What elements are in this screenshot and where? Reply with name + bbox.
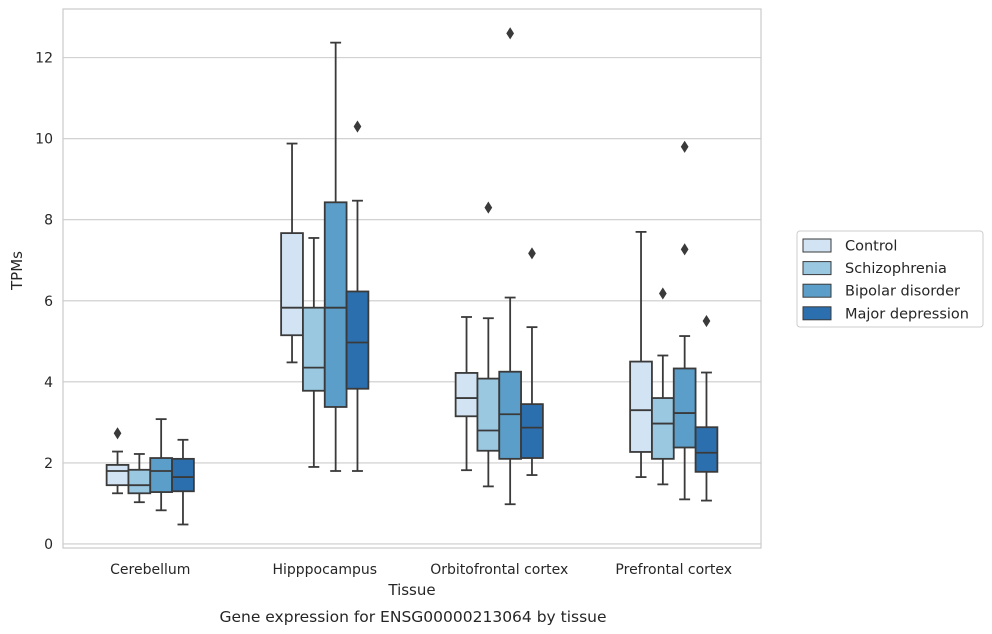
legend-swatch — [802, 283, 832, 298]
box-major-depression — [520, 247, 544, 476]
outlier-point — [113, 427, 122, 440]
box-schizophrenia — [476, 201, 501, 488]
box-iqr — [672, 367, 697, 449]
box-iqr — [171, 457, 195, 493]
x-tick-label: Hipppocampus — [272, 562, 377, 578]
box-bipolar-disorder — [672, 140, 697, 501]
y-tick-label: 12 — [35, 51, 53, 67]
figure-caption: Gene expression for ENSG00000213064 by t… — [219, 608, 606, 626]
box-schizophrenia — [127, 453, 152, 504]
x-tick-label: Orbitofrontal cortex — [430, 562, 568, 578]
box-major-depression — [694, 314, 719, 502]
y-tick-label: 8 — [44, 213, 53, 229]
box-bipolar-disorder — [323, 41, 348, 472]
legend-label: Control — [845, 239, 897, 255]
box-iqr — [651, 397, 675, 460]
box-iqr — [149, 457, 173, 493]
y-tick-labels: 0 2 4 6 8 10 12 — [35, 51, 53, 553]
box-control — [454, 316, 479, 472]
box-major-depression — [345, 120, 370, 472]
y-tick-label: 2 — [44, 456, 53, 472]
plot-frame — [62, 8, 762, 549]
legend-label: Major depression — [845, 306, 969, 322]
box-iqr — [323, 201, 348, 408]
y-tick-label: 4 — [44, 375, 53, 391]
box-iqr — [105, 464, 130, 487]
boxes — [105, 27, 719, 526]
outlier-point — [702, 314, 711, 328]
box-iqr — [629, 360, 653, 453]
legend-swatch — [802, 261, 832, 276]
box-iqr — [302, 306, 326, 392]
box-iqr — [280, 232, 304, 337]
box-iqr — [345, 290, 370, 390]
box-schizophrenia — [651, 287, 675, 486]
box-control — [105, 427, 130, 495]
x-tick-labels: Cerebellum Hipppocampus Orbitofrontal cort… — [110, 562, 732, 578]
box-iqr — [498, 370, 522, 460]
outlier-point — [658, 287, 667, 300]
box-iqr — [454, 372, 479, 418]
legend-label: Bipolar disorder — [845, 284, 960, 300]
box-major-depression — [171, 438, 195, 526]
legend-label: Schizophrenia — [845, 261, 947, 277]
legend: Control Schizophrenia Bipolar disorder Majo… — [796, 230, 984, 328]
outlier-point — [528, 247, 536, 260]
outlier-point — [680, 243, 689, 256]
x-tick-label: Cerebellum — [110, 562, 190, 578]
outlier-point — [484, 201, 493, 214]
outlier-point — [506, 27, 515, 40]
box-iqr — [127, 468, 152, 495]
box-iqr — [520, 403, 544, 459]
box-schizophrenia — [302, 237, 326, 468]
x-tick-label: Prefrontal cortex — [615, 562, 732, 578]
x-axis-label: Tissue — [387, 581, 435, 599]
outlier-point — [680, 140, 689, 153]
box-bipolar-disorder — [149, 418, 173, 512]
box-control — [280, 142, 304, 364]
box-iqr — [476, 377, 501, 452]
legend-swatch — [802, 238, 832, 253]
y-tick-label: 6 — [44, 294, 53, 310]
y-tick-label: 0 — [44, 537, 53, 553]
box-control — [629, 230, 653, 478]
y-tick-label: 10 — [35, 132, 53, 148]
box-bipolar-disorder — [498, 27, 522, 506]
legend-swatch — [802, 306, 832, 321]
legend-frame — [796, 230, 984, 328]
box-iqr — [694, 426, 719, 473]
outlier-point — [353, 120, 362, 133]
y-axis-label: TPMs — [8, 251, 26, 291]
